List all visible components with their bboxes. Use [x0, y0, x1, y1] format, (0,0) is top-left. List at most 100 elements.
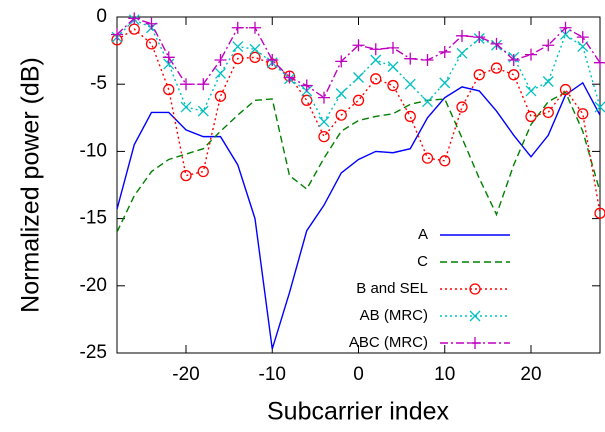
marker [180, 78, 192, 91]
x-tick-label: -10 [259, 364, 286, 385]
marker [232, 53, 244, 65]
marker [559, 21, 572, 34]
y-tick-label: -20 [80, 275, 107, 296]
marker [525, 85, 537, 97]
plot-frame [116, 16, 601, 354]
marker [422, 96, 433, 108]
marker [576, 31, 589, 44]
marker [318, 116, 330, 128]
marker [214, 90, 227, 102]
marker [111, 28, 123, 41]
marker [456, 101, 468, 113]
marker [387, 61, 399, 73]
marker [352, 94, 365, 106]
marker [249, 43, 261, 55]
x-tick-label: 10 [434, 364, 455, 385]
series-line [117, 91, 600, 233]
marker [353, 72, 364, 83]
marker [594, 207, 605, 219]
marker [180, 101, 192, 113]
marker [335, 88, 347, 100]
series-line [117, 28, 600, 214]
marker [249, 51, 261, 63]
marker [473, 69, 485, 81]
marker [352, 39, 365, 52]
marker [404, 52, 417, 65]
marker [387, 79, 399, 92]
legend-label: B and SEL [356, 280, 428, 297]
x-tick-label: 0 [353, 364, 364, 385]
marker [542, 39, 555, 52]
marker [456, 47, 468, 59]
y-tick-label: -5 [90, 73, 107, 94]
legend-label: AB (MRC) [360, 307, 428, 324]
marker [369, 43, 382, 56]
marker [370, 73, 382, 85]
series-line [117, 81, 600, 350]
marker [508, 69, 520, 81]
marker [300, 79, 313, 92]
marker [180, 169, 192, 182]
x-axis-label: Subcarrier index [267, 398, 450, 426]
y-tick-label: -25 [80, 342, 107, 363]
marker [163, 58, 175, 70]
legend-label: ABC (MRC) [349, 334, 428, 351]
marker [594, 56, 605, 69]
marker [232, 41, 244, 53]
y-tick-label: 0 [96, 6, 107, 27]
marker [318, 130, 330, 143]
series-line [117, 18, 600, 124]
marker [404, 78, 416, 90]
marker [162, 51, 175, 64]
x-tick-label: 20 [520, 364, 541, 385]
legend-marker [469, 337, 481, 349]
legend-marker [469, 310, 481, 322]
marker [507, 54, 520, 67]
marker [542, 76, 554, 87]
marker [438, 45, 451, 58]
marker [266, 54, 279, 67]
marker [421, 54, 434, 67]
marker [387, 41, 399, 54]
marker [490, 37, 503, 50]
marker [215, 67, 226, 79]
marker [283, 71, 296, 84]
y-tick-label: -10 [80, 140, 107, 161]
y-axis-label: Normalized power (dB) [17, 57, 45, 313]
marker [559, 83, 572, 96]
marker [145, 38, 158, 50]
marker [335, 55, 348, 68]
marker [163, 83, 175, 96]
legend-label: C [417, 253, 428, 270]
series-line [117, 17, 600, 99]
y-tick-label: -15 [80, 208, 107, 229]
marker [197, 78, 210, 91]
marker [439, 77, 451, 89]
marker [404, 110, 416, 123]
marker [335, 109, 347, 121]
marker [594, 101, 605, 113]
marker [197, 105, 209, 117]
marker [525, 110, 537, 123]
marker [577, 108, 589, 120]
marker [421, 152, 434, 164]
marker [214, 54, 227, 67]
marker [456, 29, 468, 42]
marker [525, 48, 537, 61]
marker [370, 54, 382, 66]
marker [542, 106, 554, 119]
marker [301, 94, 313, 106]
marker [128, 12, 141, 25]
marker [145, 17, 158, 30]
marker [318, 91, 330, 104]
marker [473, 31, 486, 44]
legend-label: A [418, 226, 428, 243]
x-tick-label: -20 [172, 364, 199, 385]
marker [490, 62, 503, 74]
marker [197, 165, 209, 178]
marker [439, 155, 451, 167]
marker [249, 21, 261, 34]
marker [231, 21, 244, 34]
legend-marker [469, 283, 481, 295]
